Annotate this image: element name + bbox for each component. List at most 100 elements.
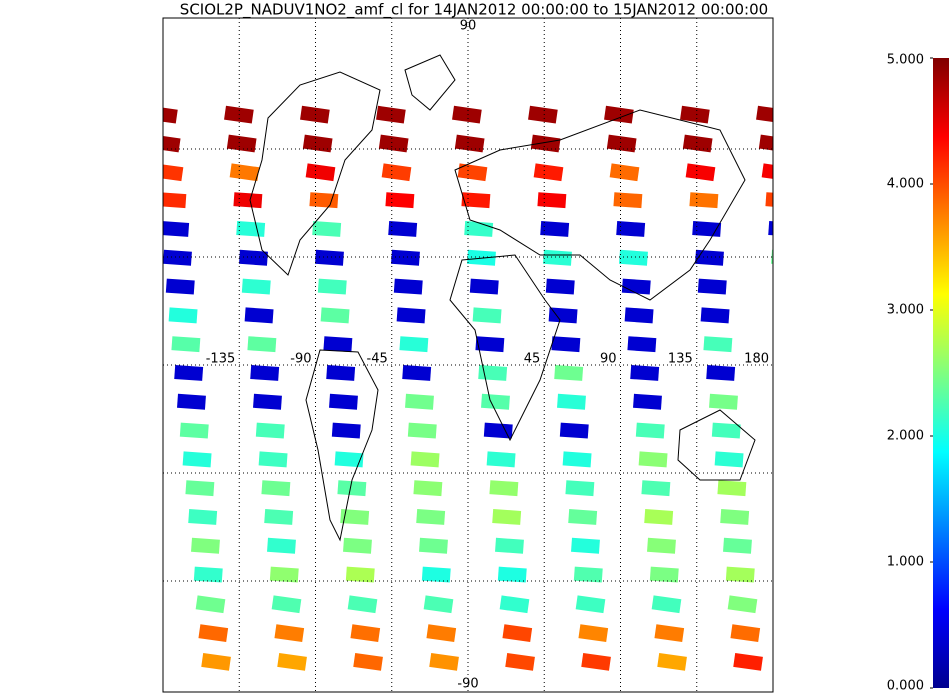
swath-block xyxy=(269,566,299,583)
swath-block xyxy=(229,163,260,182)
swath-block xyxy=(385,192,415,209)
swath-block xyxy=(475,336,505,353)
swath-block xyxy=(733,653,763,671)
swath-block xyxy=(376,105,406,124)
swath-block xyxy=(454,134,485,153)
swath-block xyxy=(709,393,738,410)
swath-block xyxy=(312,221,342,237)
swath-block xyxy=(548,307,578,324)
swath-block xyxy=(761,163,773,182)
swath-block xyxy=(253,393,282,410)
title: SCIOL2P_NADUV1NO2_amf_cl for 14JAN2012 0… xyxy=(180,1,768,20)
swath-block xyxy=(791,451,820,467)
swath-block xyxy=(793,480,822,496)
swath-block xyxy=(239,249,268,266)
swath-block xyxy=(621,278,651,295)
swath-block xyxy=(624,307,654,324)
swath-block xyxy=(649,566,679,583)
swath-block xyxy=(399,336,429,353)
swath-block xyxy=(405,393,434,410)
colorbar-tick-label: 5.000 xyxy=(887,53,924,68)
swath-block xyxy=(545,278,575,295)
swath-block xyxy=(402,365,432,381)
swath-block xyxy=(575,595,606,614)
swath-block xyxy=(315,249,344,266)
swath-block xyxy=(557,393,586,410)
swath-block xyxy=(630,365,660,381)
coastline xyxy=(449,254,561,442)
swath-block xyxy=(182,451,212,468)
coastlines xyxy=(249,54,756,542)
lon-label: -90 xyxy=(290,352,311,367)
swath-block xyxy=(633,393,662,410)
swath-block xyxy=(551,336,581,353)
swath-block xyxy=(606,134,637,153)
swath-block xyxy=(537,192,567,209)
swath-block xyxy=(481,393,510,410)
colorbar xyxy=(933,58,949,688)
swath-block xyxy=(429,653,459,671)
swath-block xyxy=(695,249,724,266)
swath-block xyxy=(163,221,190,237)
swath-block xyxy=(163,134,181,153)
swath-block xyxy=(396,307,426,324)
swath-block xyxy=(486,451,516,468)
swath-block xyxy=(174,365,204,381)
swath-block xyxy=(703,336,733,353)
swath-block xyxy=(697,278,727,295)
lon-label: 180 xyxy=(744,352,769,367)
swath-block xyxy=(714,451,744,468)
swath-block xyxy=(271,595,302,614)
swath-block xyxy=(423,595,454,614)
swath-block xyxy=(711,422,741,439)
swath-block xyxy=(185,480,215,497)
swath-block xyxy=(337,480,367,497)
coastline xyxy=(454,109,746,301)
swath-block xyxy=(530,134,561,153)
swath-block xyxy=(168,307,198,324)
swath-block xyxy=(727,595,758,614)
swath-block xyxy=(806,624,836,642)
swath-block xyxy=(730,624,761,642)
swath-block xyxy=(604,105,634,124)
colorbar-tick-label: 1.000 xyxy=(887,555,924,570)
swath-block xyxy=(261,480,291,497)
swath-block xyxy=(347,595,378,614)
swath-block xyxy=(469,278,499,295)
swath-block xyxy=(657,653,687,671)
swath-block xyxy=(717,480,747,497)
swath-block xyxy=(723,537,752,554)
swath-block xyxy=(644,509,674,525)
swath-block xyxy=(163,105,178,124)
swath-block xyxy=(179,422,209,439)
swath-block xyxy=(416,508,446,525)
swath-block xyxy=(345,566,375,583)
lat-label: 90 xyxy=(460,19,477,34)
swath-block xyxy=(774,279,803,295)
swath-block xyxy=(472,307,502,324)
colorbar-tick-label: 2.000 xyxy=(887,429,924,444)
colorbar-ticks: 0.000 1.000 2.000 3.000 4.000 5.000 xyxy=(887,53,933,694)
swath-block xyxy=(378,134,409,153)
coastline xyxy=(677,409,756,481)
swath-block xyxy=(300,105,330,124)
swath-block xyxy=(353,653,383,671)
swath-block xyxy=(779,336,808,352)
swath-block xyxy=(765,192,773,209)
swath-block xyxy=(483,422,513,439)
lon-label: 45 xyxy=(524,352,541,367)
swath-block xyxy=(241,278,271,295)
swath-block xyxy=(720,508,750,525)
swath-block xyxy=(163,192,187,209)
swath-block xyxy=(497,566,527,583)
swath-block xyxy=(809,653,839,671)
swath-block xyxy=(461,192,491,209)
swath-block xyxy=(804,595,834,613)
swath-block xyxy=(492,508,522,525)
swath-block xyxy=(247,336,277,353)
swath-block xyxy=(565,480,595,497)
swath-block xyxy=(619,249,648,266)
coastline xyxy=(404,54,456,111)
swath-block xyxy=(244,307,274,324)
